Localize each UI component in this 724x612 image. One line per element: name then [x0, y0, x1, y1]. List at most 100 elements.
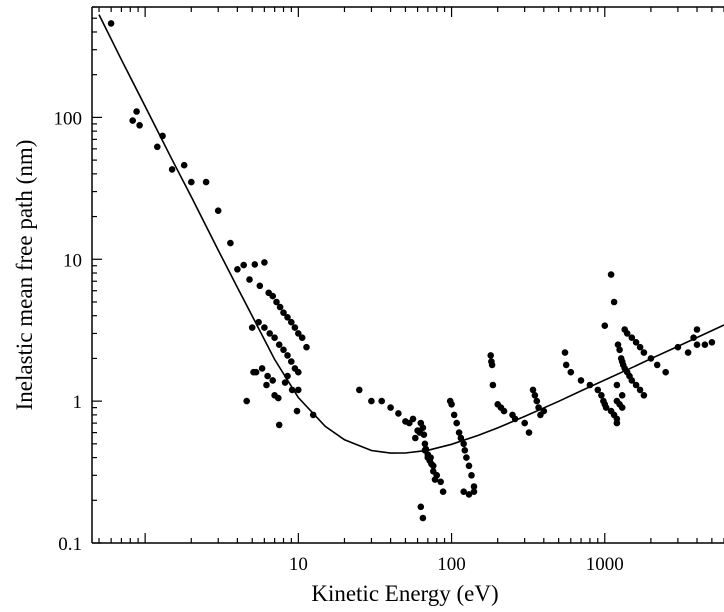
data-point [577, 377, 585, 384]
data-point [662, 368, 669, 376]
data-point [613, 419, 621, 427]
data-point [255, 318, 262, 326]
data-point [258, 365, 266, 372]
data-point [562, 361, 570, 369]
data-point [470, 488, 478, 496]
data-point [180, 161, 188, 169]
data-point [607, 271, 615, 278]
data-point [293, 407, 301, 415]
axes: 10 100 1000 0.1 1 10 100 [54, 6, 724, 575]
data-point [295, 330, 302, 337]
data-point [133, 108, 140, 115]
data-point [488, 361, 496, 369]
data-point [271, 334, 278, 342]
data-point [618, 392, 626, 399]
data-point [202, 178, 210, 186]
data-point [368, 397, 375, 405]
data-point [601, 322, 609, 330]
data-point [284, 314, 291, 321]
data-point [463, 454, 470, 461]
data-point [275, 421, 283, 429]
data-point [234, 266, 241, 273]
data-point [460, 440, 468, 448]
data-point [280, 346, 287, 354]
data-point [107, 20, 115, 27]
x-axis-title: Kinetic Energy (eV) [311, 581, 498, 606]
data-point [261, 324, 268, 331]
data-point [487, 352, 495, 359]
y-tick-label: 100 [54, 108, 83, 129]
data-point [433, 472, 441, 479]
data-point [281, 379, 289, 386]
data-point [266, 330, 274, 337]
data-point [468, 472, 475, 479]
y-tick-label: 1 [73, 392, 83, 413]
data-point [276, 303, 284, 311]
data-point [409, 415, 417, 423]
data-point [252, 368, 260, 376]
data-point [602, 404, 610, 411]
data-point [616, 346, 623, 354]
data-point [653, 361, 661, 369]
data-point [701, 341, 709, 349]
data-point [356, 386, 363, 394]
data-point [690, 334, 697, 342]
data-point [640, 392, 648, 399]
data-point [674, 343, 682, 351]
data-point [243, 397, 250, 405]
data-point [288, 386, 296, 394]
data-point [525, 429, 533, 436]
data-point [280, 309, 287, 317]
data-point [708, 339, 716, 346]
data-point [439, 488, 447, 496]
data-point [256, 282, 264, 290]
x-tick-label: 10 [289, 554, 308, 575]
data-point [284, 372, 291, 380]
data-point [430, 462, 437, 470]
data-point [298, 334, 306, 342]
data-point [647, 355, 655, 362]
data-point [284, 352, 291, 359]
data-point [136, 122, 143, 129]
data-point [598, 392, 605, 399]
data-point [636, 386, 644, 394]
data-point [168, 166, 176, 173]
data-point [632, 339, 640, 346]
data-point [251, 261, 259, 268]
data-point [470, 483, 478, 490]
data-point [500, 407, 508, 415]
data-point [269, 292, 277, 300]
data-point [240, 261, 247, 269]
data-point [437, 478, 445, 486]
data-point [261, 259, 268, 266]
data-point [453, 419, 461, 427]
data-point [628, 334, 636, 342]
data-point [420, 431, 428, 439]
data-point [273, 298, 280, 306]
data-point [450, 411, 458, 419]
data-point [618, 404, 626, 411]
axis-labels: Kinetic Energy (eV) Inelastic mean free … [12, 140, 499, 606]
data-point [295, 368, 302, 376]
data-point [465, 462, 473, 470]
data-point [461, 447, 469, 454]
data-point [421, 440, 429, 448]
data-point [460, 488, 468, 496]
data-point [531, 392, 539, 399]
data-point [427, 454, 434, 461]
data-point [246, 276, 253, 283]
data-point [640, 349, 648, 356]
data-point [521, 419, 528, 427]
data-point [288, 358, 295, 365]
data-point [275, 341, 283, 349]
data-point [632, 381, 640, 389]
data-point [264, 372, 271, 380]
x-tick-label: 1000 [586, 554, 624, 575]
data-point [540, 407, 548, 415]
data-point [419, 424, 427, 432]
data-point [129, 117, 136, 124]
data-point [295, 386, 302, 394]
data-point [288, 318, 295, 326]
data-point [535, 404, 542, 411]
